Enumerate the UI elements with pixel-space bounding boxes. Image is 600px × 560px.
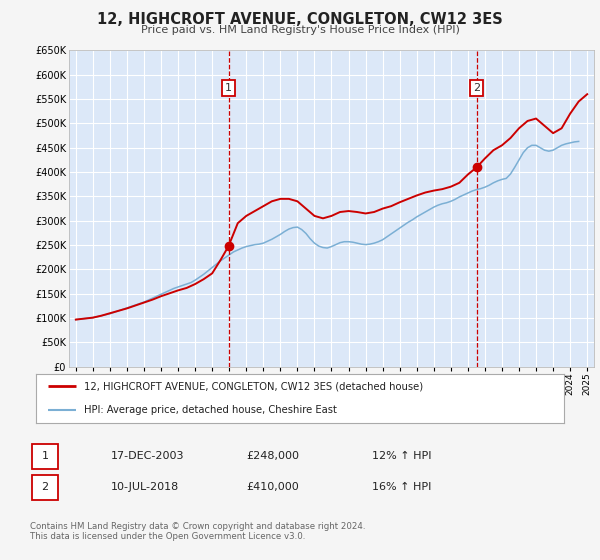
Text: Contains HM Land Registry data © Crown copyright and database right 2024.
This d: Contains HM Land Registry data © Crown c… [30,522,365,542]
Text: 10-JUL-2018: 10-JUL-2018 [111,482,179,492]
Text: 12% ↑ HPI: 12% ↑ HPI [372,451,431,461]
Text: 17-DEC-2003: 17-DEC-2003 [111,451,185,461]
Text: 12, HIGHCROFT AVENUE, CONGLETON, CW12 3ES: 12, HIGHCROFT AVENUE, CONGLETON, CW12 3E… [97,12,503,27]
Text: 1: 1 [41,451,49,461]
Text: 1: 1 [225,83,232,94]
Text: £248,000: £248,000 [246,451,299,461]
Text: 12, HIGHCROFT AVENUE, CONGLETON, CW12 3ES (detached house): 12, HIGHCROFT AVENUE, CONGLETON, CW12 3E… [83,381,422,391]
Text: £410,000: £410,000 [246,482,299,492]
Text: 2: 2 [473,83,480,94]
Text: 16% ↑ HPI: 16% ↑ HPI [372,482,431,492]
Text: Price paid vs. HM Land Registry's House Price Index (HPI): Price paid vs. HM Land Registry's House … [140,25,460,35]
Text: HPI: Average price, detached house, Cheshire East: HPI: Average price, detached house, Ches… [83,405,337,415]
Text: 2: 2 [41,482,49,492]
